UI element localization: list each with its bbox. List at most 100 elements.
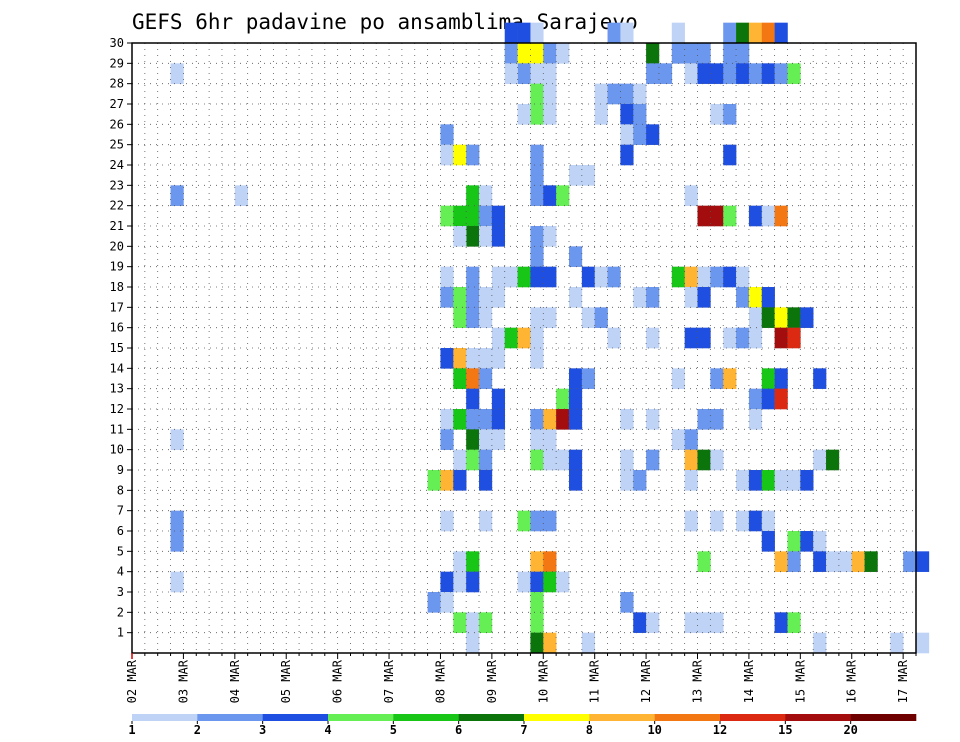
heatmap-cell xyxy=(646,63,660,84)
heatmap-cell xyxy=(491,429,506,450)
heatmap-cell xyxy=(581,632,595,654)
heatmap-cell xyxy=(671,22,685,44)
y-tick-label: 24 xyxy=(110,158,124,172)
heatmap-cell xyxy=(620,592,634,613)
heatmap-cell xyxy=(479,307,493,328)
heatmap-cell xyxy=(620,83,634,105)
y-tick-label: 3 xyxy=(117,585,124,599)
heatmap-cell xyxy=(234,185,248,206)
heatmap-cell xyxy=(466,409,480,430)
heatmap-cell xyxy=(748,22,763,44)
heatmap-cell xyxy=(646,449,660,471)
y-tick-label: 21 xyxy=(110,219,124,233)
heatmap-cell xyxy=(594,266,608,288)
heatmap-cell xyxy=(543,449,557,471)
heatmap-cell xyxy=(813,368,827,389)
colorbar-label: 3 xyxy=(259,723,266,737)
heatmap-cell xyxy=(607,22,621,44)
heatmap-cell xyxy=(466,348,480,369)
heatmap-cell xyxy=(851,551,865,572)
heatmap-cell xyxy=(543,632,557,654)
heatmap-cell xyxy=(517,571,531,593)
heatmap-cell xyxy=(479,429,493,450)
heatmap-cell xyxy=(787,327,801,349)
heatmap-cell xyxy=(504,22,518,44)
heatmap-cell xyxy=(517,510,531,532)
heatmap-cell xyxy=(710,409,724,430)
heatmap-cell xyxy=(774,307,788,328)
heatmap-cell xyxy=(697,612,711,633)
heatmap-cell xyxy=(710,368,724,389)
heatmap-cell xyxy=(568,287,583,308)
y-tick-label: 4 xyxy=(117,565,124,579)
colorbar-label: 15 xyxy=(778,723,792,737)
heatmap-cell xyxy=(633,470,647,491)
heatmap-cell xyxy=(723,63,737,84)
heatmap-cell xyxy=(453,144,467,166)
heatmap-cell xyxy=(453,612,467,633)
heatmap-cell xyxy=(440,205,454,227)
heatmap-cell xyxy=(761,22,775,44)
heatmap-cell xyxy=(568,165,583,186)
colorbar-label: 1 xyxy=(128,723,135,737)
heatmap-cell xyxy=(466,205,480,227)
heatmap-cell xyxy=(723,266,737,288)
heatmap-cell xyxy=(568,388,583,410)
heatmap-cell xyxy=(697,551,711,572)
heatmap-cell xyxy=(723,368,737,389)
heatmap-cell xyxy=(607,83,621,105)
heatmap-cell xyxy=(491,205,506,227)
heatmap-cell xyxy=(826,449,840,471)
heatmap-cell xyxy=(530,226,544,247)
heatmap-cell xyxy=(748,205,763,227)
heatmap-cell xyxy=(170,531,184,552)
heatmap-cell xyxy=(568,470,583,491)
heatmap-cell xyxy=(800,470,814,491)
heatmap-cell xyxy=(568,368,583,389)
colorbar-segment xyxy=(328,714,394,721)
heatmap-cell xyxy=(466,307,480,328)
heatmap-cell xyxy=(170,510,184,532)
heatmap-cell xyxy=(633,104,647,125)
heatmap-cell xyxy=(466,632,480,654)
heatmap-cell xyxy=(453,571,467,593)
heatmap-cell xyxy=(787,551,801,572)
heatmap-cell xyxy=(479,226,493,247)
heatmap-cell xyxy=(466,185,480,206)
colorbar-segment xyxy=(850,714,917,721)
heatmap-cell xyxy=(748,510,763,532)
heatmap-cell xyxy=(736,510,750,532)
heatmap-cell xyxy=(607,327,621,349)
heatmap-cell xyxy=(556,43,570,64)
heatmap-cell xyxy=(736,287,750,308)
colorbar-segment xyxy=(132,714,198,721)
heatmap-cell xyxy=(594,83,608,105)
heatmap-cell xyxy=(504,327,518,349)
x-tick-label: 05 MAR xyxy=(279,659,293,703)
heatmap-cell xyxy=(543,571,557,593)
heatmap-cell xyxy=(736,470,750,491)
heatmap-cell xyxy=(466,571,480,593)
heatmap-cell xyxy=(736,43,750,64)
heatmap-cell xyxy=(556,388,570,410)
heatmap-cell xyxy=(556,449,570,471)
heatmap-cell xyxy=(774,22,788,44)
colorbar-label: 5 xyxy=(390,723,397,737)
heatmap-cell xyxy=(658,63,673,84)
heatmap-cell xyxy=(646,409,660,430)
heatmap-cell xyxy=(530,185,544,206)
heatmap-cell xyxy=(774,612,788,633)
heatmap-cell xyxy=(684,470,698,491)
heatmap-cell xyxy=(620,22,634,44)
heatmap-cell xyxy=(453,348,467,369)
heatmap-cell xyxy=(530,22,544,44)
y-tick-label: 10 xyxy=(110,443,124,457)
heatmap-cell xyxy=(479,510,493,532)
y-tick-label: 19 xyxy=(110,260,124,274)
colorbar-label: 4 xyxy=(324,723,331,737)
heatmap-cell xyxy=(530,63,544,84)
heatmap-cell xyxy=(748,470,763,491)
heatmap-cell xyxy=(774,551,788,572)
heatmap-cell xyxy=(491,266,506,288)
